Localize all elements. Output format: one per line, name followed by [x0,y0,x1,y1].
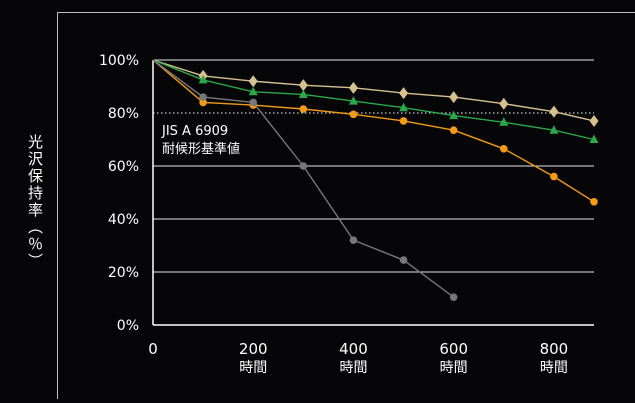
data-point [249,98,258,107]
x-tick-label: 600 [439,340,468,358]
data-point [299,105,308,113]
data-point [499,117,509,126]
data-point [348,96,358,105]
data-point [198,74,208,84]
data-point [298,89,308,98]
data-point [589,134,599,143]
data-point [348,81,358,94]
x-tick-unit: 時間 [239,360,267,376]
x-tick-label: 400 [339,340,368,358]
reference-line-group: JIS A 6909 耐候形基準値 [153,112,594,157]
y-tick-label: 20% [108,265,139,281]
data-point [590,197,598,206]
data-point [449,293,458,301]
data-point [349,110,358,119]
y-tick-label: 80% [108,106,139,122]
data-point [248,75,258,88]
grid [153,59,594,273]
data-point [298,79,308,92]
data-point [449,126,458,135]
data-point [549,105,559,118]
x-tick-label: 200 [239,340,268,358]
x-tick-label: 800 [540,340,569,358]
series-line [152,59,595,122]
data-point [499,144,508,153]
data-point [499,97,509,110]
data-point [399,102,409,112]
x-tick-unit: 時間 [540,360,568,376]
y-tick-label: 60% [108,159,139,175]
data-point [199,98,207,107]
x-tick-unit: 時間 [440,360,468,376]
x-tick-label: 0 [148,340,158,358]
y-tick-label: 100% [99,53,139,69]
data-point [449,110,459,120]
series-group [152,59,599,301]
data-point [248,86,258,96]
reference-label: JIS A 6909 [161,124,228,139]
data-point [399,117,408,125]
data-point [589,114,599,127]
x-tick-unit: 時間 [339,360,367,376]
data-point [399,256,408,264]
data-point [549,125,559,134]
y-axis-title: 光沢保持率（％） [26,134,44,270]
data-point [399,87,409,100]
axes [152,60,594,326]
series-line [152,59,595,141]
y-tick-label: 0% [117,318,139,334]
reference-label-sub: 耐候形基準値 [162,141,240,157]
data-point [199,93,207,101]
data-point [349,236,358,244]
tick-labels: 0% 20% 40% 60% 80% 100% 0 200 時間 400 時間 600 時間 800 時間 [99,53,568,376]
series-line [152,59,595,203]
data-point [449,91,459,104]
data-point [299,162,308,170]
data-point [550,172,558,181]
y-tick-label: 40% [108,212,139,228]
